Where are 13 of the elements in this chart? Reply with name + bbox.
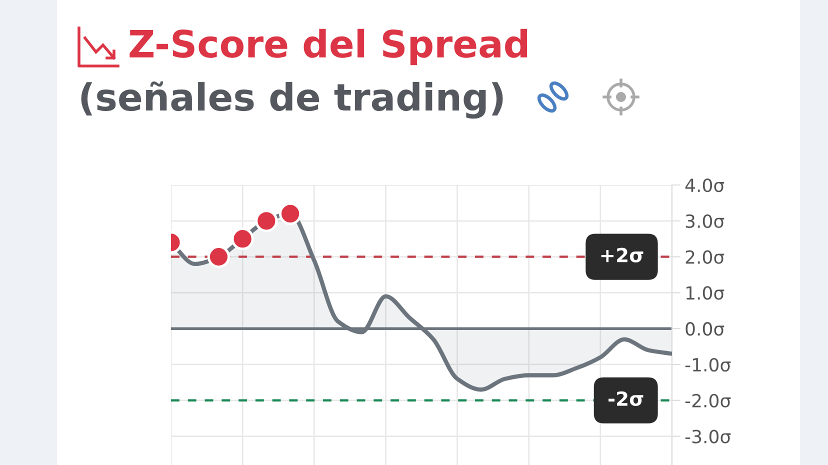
y-tick-label: 4.0σ (685, 178, 724, 192)
y-tick-label: 2.0σ (686, 250, 724, 264)
y-tick-label: -1.0σ (685, 358, 731, 372)
y-tick-label: 3.0σ (686, 214, 724, 228)
y-tick-label: -3.0σ (685, 430, 731, 444)
y-tick-label: 1.0σ (686, 286, 724, 300)
y-tick-label: -2.0σ (685, 394, 731, 408)
y-tick-label: 0.0σ (686, 322, 724, 336)
chart-subtitle: (señales de trading) (81, 81, 503, 119)
ref-line-label: -2σ (608, 391, 644, 406)
point (231, 228, 254, 250)
ref-line-label: +2σ (601, 248, 644, 262)
chart-title: Z-Score del Spread (130, 28, 528, 66)
